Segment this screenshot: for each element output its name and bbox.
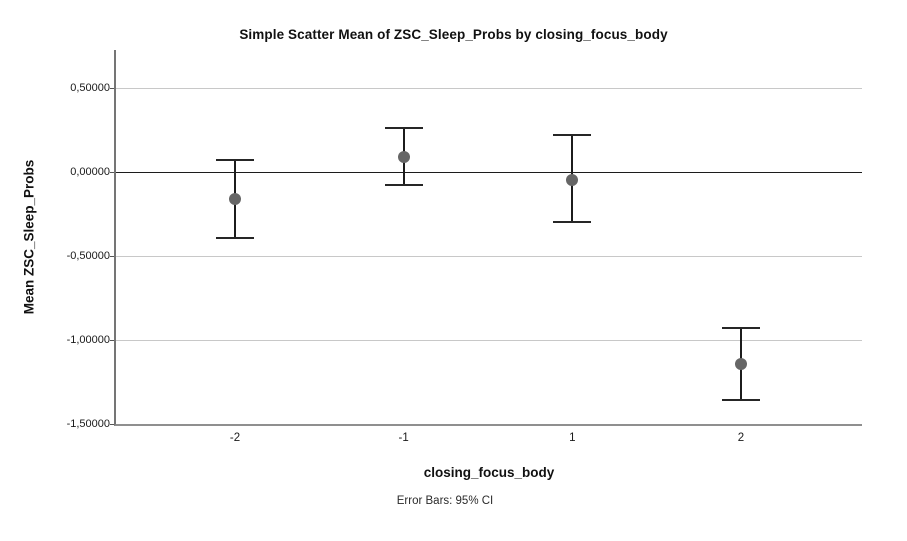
error-bar-cap-top	[384, 127, 423, 130]
y-tick-label: 0,00000	[70, 166, 110, 178]
mean-marker-dot	[566, 174, 579, 187]
y-tick-label: -0,50000	[66, 250, 110, 262]
chart-title: Simple Scatter Mean of ZSC_Sleep_Probs b…	[239, 27, 668, 42]
x-axis-title: closing_focus_body	[423, 465, 555, 480]
y-tick-label: 0,50000	[70, 82, 110, 94]
error-bar-cap-bottom	[216, 236, 254, 239]
gridline	[116, 340, 862, 341]
y-tick-mark	[110, 340, 114, 341]
plot-area	[114, 50, 862, 426]
x-tick-label: -1	[398, 432, 409, 444]
error-bar-cap-bottom	[553, 221, 592, 224]
error-bar-cap-top	[722, 327, 760, 330]
error-bar-cap-top	[553, 134, 592, 137]
y-axis-title: Mean ZSC_Sleep_Probs	[21, 159, 37, 315]
error-bar-cap-bottom	[722, 399, 760, 402]
y-tick-label: -1,50000	[66, 418, 110, 430]
gridline	[116, 256, 862, 257]
gridline	[116, 88, 862, 89]
y-tick-label: -1,00000	[66, 334, 110, 346]
mean-marker-dot	[229, 192, 241, 205]
error-bars-footnote: Error Bars: 95% CI	[396, 495, 494, 507]
error-bar-cap-bottom	[384, 184, 423, 187]
zero-reference-line	[116, 172, 862, 173]
x-tick-label: -2	[229, 432, 241, 444]
x-tick-label: 2	[737, 432, 745, 444]
y-tick-mark	[110, 172, 114, 173]
y-tick-mark	[110, 256, 114, 257]
x-tick-label: 1	[569, 432, 576, 444]
y-tick-mark	[110, 424, 114, 425]
y-tick-mark	[110, 88, 114, 89]
error-bar-cap-top	[216, 159, 254, 162]
mean-marker-dot	[397, 150, 410, 163]
mean-marker-dot	[735, 357, 747, 370]
